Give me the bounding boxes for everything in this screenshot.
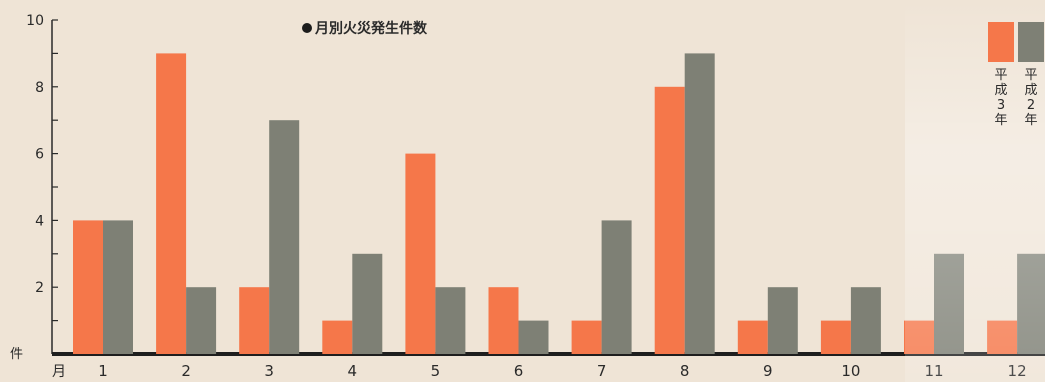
x-tick-label: 7 xyxy=(597,362,607,380)
legend-label-series-2: 平成2年 xyxy=(1024,68,1038,128)
bar-month-3-series-2 xyxy=(269,120,300,354)
bar-month-5-series-1 xyxy=(405,153,436,354)
bar-month-6-series-2 xyxy=(518,320,549,354)
bar-month-7-series-2 xyxy=(601,220,632,354)
bar-month-8-series-1 xyxy=(654,86,685,355)
bar-month-10-series-1 xyxy=(820,320,851,354)
bar-month-4-series-1 xyxy=(322,320,353,354)
bar-month-8-series-2 xyxy=(684,53,715,355)
y-tick-label: 4 xyxy=(35,213,44,229)
legend-item-series-1: 平成3年 xyxy=(988,22,1014,128)
y-axis-unit-label: 件 xyxy=(10,347,23,362)
legend-swatch-series-1 xyxy=(988,22,1014,62)
bar-month-10-series-2 xyxy=(850,287,881,354)
y-tick-label: 2 xyxy=(35,280,44,296)
bar-month-12-series-1 xyxy=(987,320,1018,354)
x-tick-label: 5 xyxy=(431,362,441,380)
x-tick-label: 9 xyxy=(763,362,773,380)
x-tick-label: 12 xyxy=(1008,362,1027,380)
x-tick-label: 1 xyxy=(98,362,108,380)
legend-item-series-2: 平成2年 xyxy=(1018,22,1044,128)
x-tick-label: 11 xyxy=(924,362,943,380)
x-tick-label: 4 xyxy=(348,362,358,380)
x-tick-label: 10 xyxy=(841,362,860,380)
legend: 平成3年 平成2年 xyxy=(988,22,1044,128)
x-tick-label: 8 xyxy=(680,362,690,380)
bar-month-12-series-2 xyxy=(1017,253,1045,354)
bar-month-5-series-2 xyxy=(435,287,466,354)
bar-month-11-series-2 xyxy=(934,253,964,354)
bar-month-1-series-1 xyxy=(73,220,103,354)
bar-month-11-series-1 xyxy=(904,320,934,354)
x-tick-label: 2 xyxy=(181,362,191,380)
bar-month-2-series-1 xyxy=(156,53,187,355)
bar-month-9-series-2 xyxy=(767,287,798,354)
x-axis-unit-label: 月 xyxy=(52,364,66,380)
bar-month-9-series-1 xyxy=(737,320,768,354)
x-tick-label: 6 xyxy=(514,362,524,380)
x-tick-label: 3 xyxy=(264,362,274,380)
bar-month-2-series-2 xyxy=(186,287,217,354)
chart-title-block: 月別火災発生件数 xyxy=(302,18,427,38)
y-tick-label: 6 xyxy=(35,147,44,163)
bar-month-7-series-1 xyxy=(571,320,602,354)
bullet-icon xyxy=(302,23,312,33)
chart-title: 月別火災発生件数 xyxy=(315,21,427,37)
bar-month-4-series-2 xyxy=(352,253,383,354)
bar-month-3-series-1 xyxy=(239,287,270,354)
bar-month-1-series-2 xyxy=(103,220,133,354)
legend-label-series-1: 平成3年 xyxy=(994,68,1008,128)
bar-month-6-series-1 xyxy=(488,287,519,354)
legend-swatch-series-2 xyxy=(1018,22,1044,62)
y-tick-label: 8 xyxy=(35,80,44,96)
y-tick-label: 10 xyxy=(26,13,44,29)
